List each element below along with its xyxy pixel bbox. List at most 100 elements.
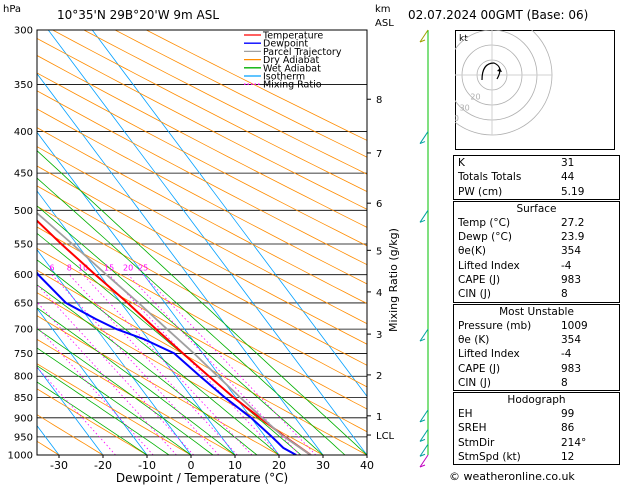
wind-barb-flag	[419, 464, 426, 468]
index-row: Lifted Index -4	[454, 347, 619, 361]
most-unstable-title: Most Unstable	[499, 305, 574, 318]
wind-barb	[419, 409, 429, 423]
dry-adiabat	[37, 72, 367, 247]
index-name: CIN (J)	[458, 288, 491, 301]
km-tick-label: 1	[376, 412, 382, 423]
dry-adiabat	[37, 127, 367, 305]
isotherm	[37, 190, 236, 455]
index-row: Dewp (°C) 23.9	[454, 230, 619, 244]
dry-adiabat	[37, 226, 367, 410]
dry-adiabat	[37, 165, 367, 345]
index-row: PW (cm) 5.19	[454, 185, 619, 199]
index-name: θe(K)	[458, 245, 486, 258]
index-name: CAPE (J)	[458, 362, 501, 375]
index-value: -4	[561, 348, 572, 361]
hodograph-box: Hodograph EH 99 SREH 86 StmDir 214° StmSpd (kt…	[453, 392, 620, 466]
isotherm	[37, 249, 192, 455]
dry-adiabat	[83, 30, 367, 175]
dry-adiabat	[37, 37, 367, 210]
wind-barb-flag	[419, 338, 426, 342]
km-tick-label: 3	[376, 330, 382, 341]
index-row: CAPE (J) 983	[454, 273, 619, 287]
index-value: 354	[561, 333, 582, 346]
dry-adiabat	[37, 388, 148, 455]
isotherm	[37, 366, 104, 455]
x-axis-label: Dewpoint / Temperature (°C)	[116, 471, 288, 485]
hodograph-ring-label: 20	[470, 93, 480, 102]
index-name: EH	[458, 408, 473, 421]
wet-adiabat	[37, 365, 170, 455]
dry-adiabat	[37, 205, 367, 388]
isotherm	[0, 30, 15, 455]
wind-barb-flag	[419, 141, 426, 145]
mixing-ratio-line	[69, 274, 238, 455]
hodograph-ring-label: 30	[460, 103, 470, 112]
dry-adiabat	[37, 338, 236, 455]
legend-label: Mixing Ratio	[263, 80, 322, 91]
pressure-tick-label: 650	[14, 298, 33, 309]
dry-adiabat	[37, 247, 367, 433]
mixing-ratio-label: 25	[138, 264, 148, 273]
index-value: -4	[561, 259, 572, 272]
mixing-ratio-line	[37, 301, 177, 455]
isotherm	[47, 30, 367, 455]
index-value: 31	[561, 157, 575, 169]
index-name: SREH	[458, 422, 487, 435]
wet-adiabat	[37, 232, 302, 455]
legend-label: Parcel Trajectory	[263, 47, 342, 58]
index-name: Lifted Index	[458, 348, 520, 361]
pressure-tick-label: 400	[14, 127, 33, 138]
index-name: CIN (J)	[458, 376, 491, 389]
wet-adiabat	[37, 150, 367, 455]
index-row: Totals Totals 44	[454, 170, 619, 184]
wet-adiabat	[37, 177, 346, 455]
wind-barb-flag	[419, 219, 426, 223]
index-value: 27.2	[561, 216, 585, 229]
wet-adiabat	[37, 347, 192, 455]
legend-label: Dry Adiabat	[263, 55, 320, 66]
index-name: K	[458, 157, 465, 169]
mixing-ratio-label: 20	[123, 264, 133, 273]
pressure-tick-label: 900	[14, 413, 33, 424]
wet-adiabat	[37, 328, 214, 455]
pressure-tick-label: 800	[14, 372, 33, 383]
mixing-ratio-line	[51, 274, 220, 455]
index-value: 8	[561, 288, 568, 301]
index-value: 8	[561, 376, 568, 389]
legend-label: Temperature	[262, 31, 323, 42]
km-tick-label: 2	[376, 371, 382, 382]
mixing-ratio-line	[108, 274, 280, 455]
index-row: CAPE (J) 983	[454, 362, 619, 376]
hpa-label: hPa	[3, 4, 21, 15]
mixing-ratio-line	[82, 274, 253, 455]
temperature-line	[37, 219, 312, 455]
wind-barb	[419, 443, 429, 457]
x-tick-label: -30	[50, 459, 68, 472]
x-tick-label: 10	[228, 459, 242, 472]
pressure-tick-label: 600	[14, 270, 33, 281]
mixing-ratio-label: 8	[67, 264, 72, 273]
wind-barb	[419, 328, 429, 342]
wind-barb-flag	[419, 419, 426, 423]
wind-barb	[419, 29, 429, 43]
index-name: Lifted Index	[458, 259, 520, 272]
pressure-tick-label: 300	[14, 26, 33, 37]
isotherm	[91, 30, 367, 397]
mixing-ratio-label: 15	[104, 264, 114, 273]
location-title: 10°35'N 29B°20'W 9m ASL	[57, 8, 220, 22]
index-row: θe(K) 354	[454, 244, 619, 258]
index-row: CIN (J) 8	[454, 376, 619, 390]
credit-text: © weatheronline.co.uk	[449, 470, 575, 483]
index-value: 214°	[561, 436, 587, 449]
index-name: Temp (°C)	[458, 216, 511, 229]
index-name: θe (K)	[458, 333, 490, 346]
index-value: 354	[561, 245, 582, 258]
index-name: Pressure (mb)	[458, 319, 532, 332]
x-tick-label: 30	[316, 459, 330, 472]
pressure-tick-label: 1000	[8, 451, 33, 462]
wet-adiabat	[37, 307, 236, 455]
hodograph-title: Hodograph	[507, 394, 566, 407]
index-value: 44	[561, 171, 575, 184]
